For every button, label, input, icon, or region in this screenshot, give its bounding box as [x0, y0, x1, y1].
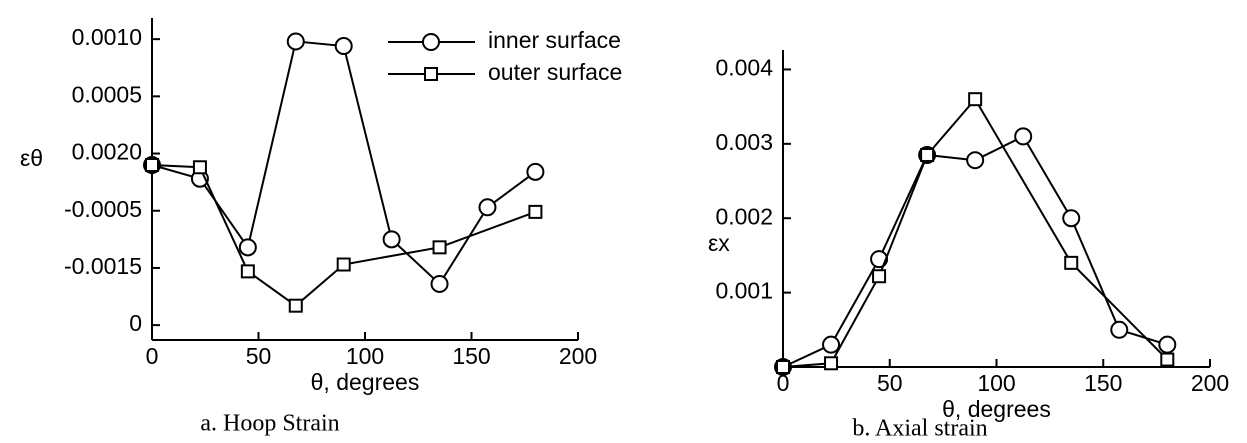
- legend-label: inner surface: [488, 27, 621, 53]
- y-tick-label: 0.002: [715, 203, 773, 229]
- y-tick-label: 0.0005: [72, 81, 142, 107]
- marker-circle: [1110, 320, 1129, 339]
- legend-marker: [424, 67, 438, 81]
- x-tick-label: 150: [1084, 370, 1122, 396]
- marker-square: [432, 240, 447, 255]
- marker-circle: [430, 274, 449, 293]
- y-tick-label: 0.003: [715, 129, 773, 155]
- y-tick-label: 0.0010: [72, 24, 142, 50]
- marker-circle: [382, 230, 401, 249]
- x-tick-label: 100: [977, 370, 1015, 396]
- y-tick-label: 0.0020: [72, 139, 142, 165]
- marker-square: [920, 147, 935, 162]
- x-tick-label: 50: [246, 343, 272, 369]
- marker-square: [192, 160, 207, 175]
- series-line: [151, 163, 536, 307]
- y-tick-label: -0.0005: [64, 196, 142, 222]
- marker-square: [336, 257, 351, 272]
- x-tick-label: 100: [346, 343, 384, 369]
- x-tick-label: 0: [777, 370, 790, 396]
- caption: a. Hoop Strain: [200, 411, 339, 437]
- x-tick-label: 200: [559, 343, 597, 369]
- marker-circle: [286, 32, 305, 51]
- y-tick-label: 0.004: [715, 55, 773, 81]
- marker-circle: [334, 37, 353, 56]
- marker-circle: [1062, 209, 1081, 228]
- marker-circle: [526, 162, 545, 181]
- marker-square: [776, 360, 790, 374]
- series-line: [782, 135, 1168, 368]
- y-tick-label: 0.001: [715, 278, 773, 304]
- marker-square: [872, 269, 887, 284]
- marker-circle: [478, 198, 497, 217]
- y-axis-label: εx: [708, 230, 730, 256]
- legend-marker: [422, 33, 440, 51]
- y-tick-label: 0: [129, 310, 142, 336]
- marker-circle: [870, 250, 889, 269]
- x-tick-label: 150: [452, 343, 490, 369]
- x-tick-label: 0: [146, 343, 159, 369]
- marker-square: [288, 298, 303, 313]
- marker-circle: [966, 151, 985, 170]
- y-tick-label: -0.0015: [64, 253, 142, 279]
- marker-square: [968, 92, 983, 107]
- marker-circle: [1014, 127, 1033, 146]
- marker-square: [1160, 352, 1175, 367]
- marker-circle: [822, 335, 841, 354]
- series-line: [151, 40, 536, 286]
- y-axis-label: εθ: [20, 145, 43, 171]
- marker-square: [240, 264, 255, 279]
- marker-square: [145, 157, 159, 172]
- legend-label: outer surface: [488, 59, 622, 85]
- x-axis-label: θ, degrees: [942, 396, 1051, 422]
- marker-square: [1064, 255, 1079, 270]
- marker-circle: [1158, 335, 1177, 354]
- marker-square: [528, 204, 543, 219]
- caption: b. Axial strain: [852, 416, 987, 442]
- marker-circle: [238, 238, 257, 257]
- x-axis-label: θ, degrees: [311, 369, 420, 395]
- x-tick-label: 50: [877, 370, 903, 396]
- x-tick-label: 200: [1191, 370, 1229, 396]
- marker-square: [824, 356, 839, 371]
